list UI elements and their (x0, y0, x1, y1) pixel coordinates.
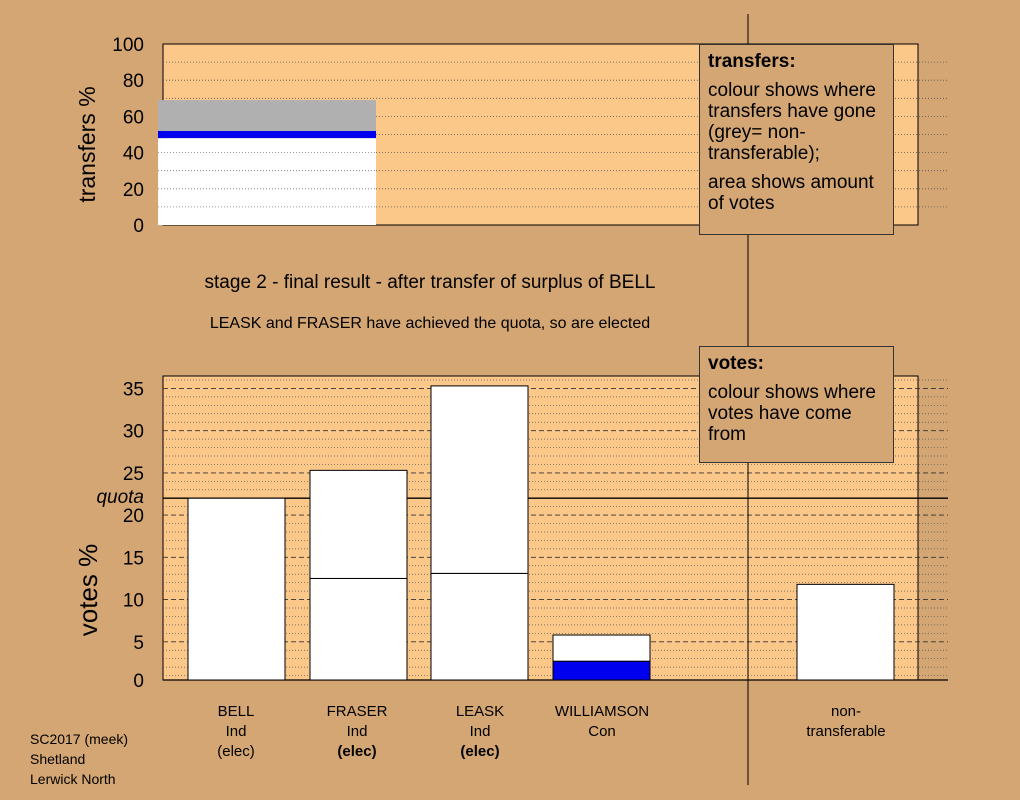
elected-subtitle: LEASK and FRASER have achieved the quota… (209, 315, 651, 332)
candidate-party: Ind (469, 723, 491, 740)
candidate-name: WILLIAMSON (554, 703, 650, 720)
transfers-legend-line2: area shows amount of votes (708, 172, 874, 214)
transfers-tick-label: 80 (123, 71, 144, 92)
votes-legend-line1: colour shows where votes have come from (708, 382, 876, 445)
candidate-status: (elec) (337, 743, 377, 760)
candidate-name: LEASK (455, 703, 505, 720)
votes-tick-label: 0 (133, 671, 144, 692)
votes-tick-label: 30 (123, 422, 144, 443)
stage-title: stage 2 - final result - after transfer … (204, 272, 656, 293)
candidate-label-leask: LEASK Ind (elec) (410, 702, 550, 762)
votes-y-axis-label: votes % (73, 544, 103, 637)
votes-legend: votes: colour shows where votes have com… (699, 346, 894, 463)
footer: SC2017 (meek) Shetland Lerwick North (30, 729, 128, 789)
footer-council: Shetland (30, 751, 86, 767)
candidate-label-williamson: WILLIAMSON Con (532, 702, 672, 742)
candidate-name-cont: transferable (806, 723, 886, 740)
candidate-label-non-transferable: non-transferable (776, 702, 916, 742)
quota-label: quota (96, 487, 144, 508)
bar-segment-leask (430, 385, 529, 574)
transfers-tick-label: 60 (123, 107, 144, 128)
bar-segment-williamson (552, 660, 651, 681)
transfers-tick-label: 40 (123, 144, 144, 165)
bar-segment-leask (430, 572, 529, 681)
bar-segment-fraser (309, 577, 408, 681)
votes-tick-label: 5 (133, 633, 144, 654)
candidate-party: Ind (346, 723, 368, 740)
votes-tick-label: 20 (123, 506, 144, 527)
votes-tick-label: 35 (123, 379, 144, 400)
bar-segment-fraser (309, 469, 408, 579)
transfers-y-axis-label: transfers % (74, 86, 100, 202)
candidate-label-bell: BELL Ind (elec) (166, 702, 306, 762)
bar-segment-williamson (552, 634, 651, 662)
transfers-tick-label: 0 (133, 216, 144, 237)
footer-ward: Lerwick North (30, 771, 116, 787)
candidate-name: BELL (217, 703, 255, 720)
transfer-segment-white (158, 138, 376, 225)
votes-legend-title: votes: (708, 353, 764, 374)
transfers-tick-label: 20 (123, 180, 144, 201)
transfer-segment-grey (158, 100, 376, 131)
footer-election: SC2017 (meek) (30, 731, 129, 747)
candidate-party: Con (588, 723, 616, 740)
transfer-segment-blue (158, 130, 376, 139)
candidate-label-fraser: FRASER Ind (elec) (287, 702, 427, 762)
votes-tick-label: 25 (123, 464, 144, 485)
transfers-tick-label: 100 (112, 35, 144, 56)
votes-tick-label: 10 (123, 591, 144, 612)
candidate-party: Ind (225, 723, 247, 740)
votes-tick-label: 15 (123, 548, 144, 569)
candidate-name: FRASER (326, 703, 388, 720)
bar-segment-bell (187, 497, 286, 681)
candidate-status: (elec) (460, 743, 500, 760)
candidate-status: (elec) (217, 743, 255, 760)
transfers-legend-line1: colour shows where transfers have gone (… (708, 80, 876, 164)
candidate-name: non- (830, 703, 862, 720)
bar-segment-non-transferable (796, 583, 895, 681)
transfers-legend: transfers: colour shows where transfers … (699, 44, 894, 235)
transfers-legend-title: transfers: (708, 51, 796, 72)
